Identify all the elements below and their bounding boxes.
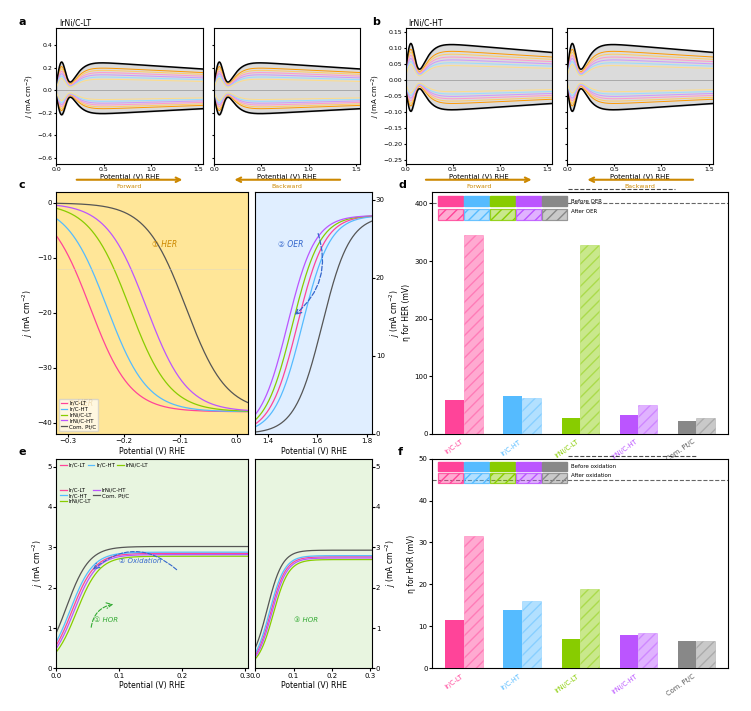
Text: b: b: [372, 17, 379, 27]
Bar: [464, 209, 489, 220]
Bar: [438, 196, 463, 206]
Bar: [516, 196, 541, 206]
Bar: [464, 474, 489, 483]
Y-axis label: $j$ (mA cm$^{-2}$): $j$ (mA cm$^{-2}$): [388, 289, 402, 336]
Bar: [638, 633, 657, 668]
Bar: [516, 474, 541, 483]
X-axis label: Potential (V) RHE: Potential (V) RHE: [281, 447, 346, 456]
Bar: [542, 196, 568, 206]
Bar: [581, 245, 599, 434]
Text: ② OER: ② OER: [278, 240, 303, 249]
Text: Before oxidation: Before oxidation: [572, 464, 617, 469]
Text: ③ HER: ③ HER: [68, 400, 92, 408]
Bar: [503, 609, 522, 668]
Y-axis label: $j$ (mA cm$^{-2}$): $j$ (mA cm$^{-2}$): [31, 540, 45, 587]
Text: e: e: [19, 447, 26, 457]
X-axis label: Potential (V) RHE: Potential (V) RHE: [611, 173, 670, 180]
Y-axis label: $j$ (mA cm$^{-2}$): $j$ (mA cm$^{-2}$): [24, 74, 36, 118]
Bar: [438, 209, 463, 220]
Bar: [56, 192, 248, 434]
Bar: [464, 461, 489, 471]
Text: ② Oxidation: ② Oxidation: [119, 557, 161, 564]
Y-axis label: η for HOR (mV): η for HOR (mV): [407, 535, 416, 592]
Y-axis label: $j$ (mA cm$^{-2}$): $j$ (mA cm$^{-2}$): [20, 289, 35, 336]
Bar: [490, 209, 515, 220]
Bar: [464, 235, 482, 434]
Bar: [438, 474, 463, 483]
Text: a: a: [19, 17, 26, 27]
Text: ③ HOR: ③ HOR: [294, 617, 318, 623]
Bar: [516, 209, 541, 220]
Text: IrNi/C-LT: IrNi/C-LT: [59, 18, 92, 28]
Y-axis label: $j$ (mA cm$^{-2}$): $j$ (mA cm$^{-2}$): [383, 540, 397, 587]
Bar: [542, 474, 568, 483]
Bar: [490, 474, 515, 483]
Bar: [581, 589, 599, 668]
X-axis label: Potential (V) RHE: Potential (V) RHE: [100, 173, 159, 180]
Text: After oxidation: After oxidation: [572, 474, 611, 479]
X-axis label: Potential (V) RHE: Potential (V) RHE: [281, 681, 346, 690]
Y-axis label: $j$ (mA cm$^{-2}$): $j$ (mA cm$^{-2}$): [369, 74, 382, 118]
Bar: [438, 461, 463, 471]
X-axis label: Potential (V) RHE: Potential (V) RHE: [258, 173, 317, 180]
Text: IrNi/C-HT: IrNi/C-HT: [409, 18, 443, 28]
Text: d: d: [398, 181, 406, 191]
Bar: [620, 415, 638, 434]
Text: After OER: After OER: [572, 210, 598, 215]
Bar: [445, 620, 464, 668]
Bar: [562, 417, 580, 434]
Bar: [464, 474, 489, 483]
Bar: [522, 602, 541, 668]
Bar: [562, 639, 580, 668]
Legend: Ir/C-LT, Ir/C-HT, IrNi/C-LT, IrNi/C-HT, Com. Pt/C: Ir/C-LT, Ir/C-HT, IrNi/C-LT, IrNi/C-HT, …: [59, 400, 98, 431]
X-axis label: Potential (V) RHE: Potential (V) RHE: [449, 173, 508, 180]
Bar: [678, 641, 696, 668]
Y-axis label: η for HER (mV): η for HER (mV): [403, 284, 412, 341]
Bar: [516, 474, 541, 483]
Bar: [542, 209, 568, 220]
Bar: [638, 405, 657, 434]
Bar: [542, 209, 568, 220]
X-axis label: Potential (V) RHE: Potential (V) RHE: [119, 447, 185, 456]
Text: Backward: Backward: [272, 184, 303, 189]
Bar: [696, 641, 715, 668]
Bar: [438, 474, 463, 483]
Bar: [503, 396, 522, 434]
Text: c: c: [19, 181, 26, 191]
Bar: [620, 635, 638, 668]
Bar: [464, 536, 482, 668]
Bar: [490, 196, 515, 206]
Bar: [542, 474, 568, 483]
Bar: [678, 421, 696, 434]
Text: ① HER: ① HER: [152, 240, 177, 249]
Bar: [522, 398, 541, 434]
Bar: [490, 474, 515, 483]
Bar: [445, 400, 464, 434]
Bar: [696, 417, 715, 434]
Bar: [464, 209, 489, 220]
Text: Forward: Forward: [117, 184, 142, 189]
Text: ① HOR: ① HOR: [94, 617, 118, 623]
Bar: [438, 209, 463, 220]
Bar: [490, 461, 515, 471]
X-axis label: Potential (V) RHE: Potential (V) RHE: [119, 681, 185, 690]
Bar: [464, 196, 489, 206]
Bar: [516, 461, 541, 471]
Bar: [490, 209, 515, 220]
Bar: [542, 461, 568, 471]
Legend: Ir/C-LT, Ir/C-HT, IrNi/C-LT, IrNi/C-HT, Com. Pt/C: Ir/C-LT, Ir/C-HT, IrNi/C-LT, IrNi/C-HT, …: [59, 486, 130, 505]
Text: Forward: Forward: [466, 184, 491, 189]
Bar: [516, 209, 541, 220]
Text: Backward: Backward: [625, 184, 656, 189]
Text: Before OER: Before OER: [572, 198, 602, 203]
Text: f: f: [398, 447, 403, 457]
